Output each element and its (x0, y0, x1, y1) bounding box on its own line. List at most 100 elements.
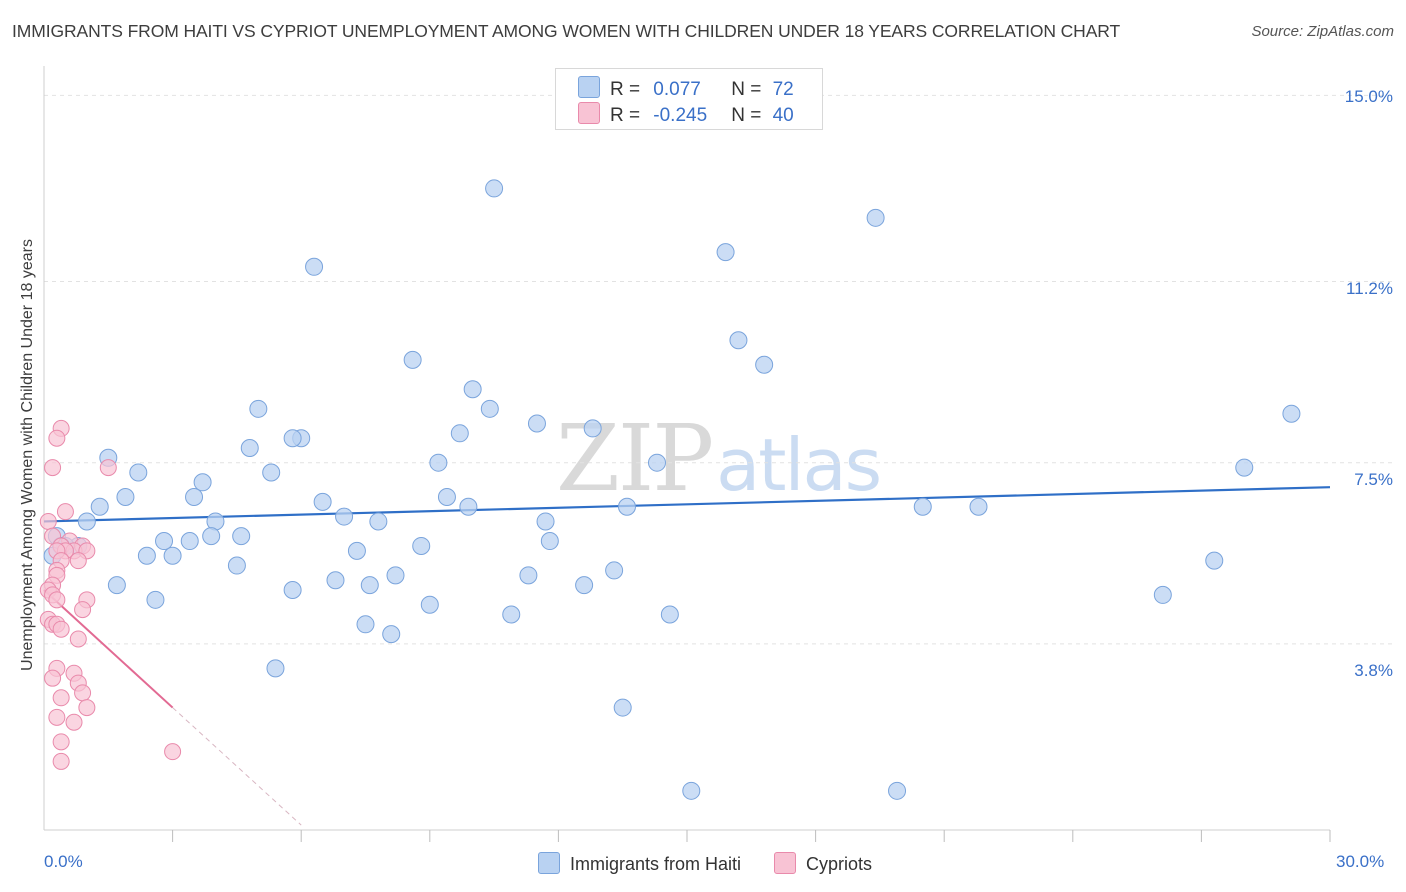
data-point-haiti (90, 497, 109, 516)
correlation-legend: R = 0.077 N = 72 R = -0.245 N = 40 (555, 68, 823, 130)
data-point-haiti (249, 399, 268, 418)
data-point-cypriots (52, 689, 70, 707)
data-point-haiti (137, 546, 156, 565)
data-point-haiti (866, 208, 885, 227)
data-point-haiti (356, 615, 375, 634)
data-point-cypriots (48, 708, 66, 726)
data-point-haiti (605, 561, 624, 580)
data-point-haiti (386, 566, 405, 585)
data-point-haiti (888, 781, 907, 800)
legend-r-value: -0.245 (653, 105, 708, 126)
trend-line-haiti (43, 486, 1331, 523)
data-point-haiti (716, 243, 735, 262)
data-point-cypriots (74, 684, 92, 702)
legend-swatch-pink (774, 852, 797, 874)
data-point-cypriots (44, 459, 62, 477)
y-tick-label: 11.2% (1346, 279, 1393, 298)
data-point-haiti (77, 512, 96, 531)
data-point-haiti (463, 380, 482, 399)
data-point-haiti (617, 497, 636, 516)
data-point-haiti (485, 179, 504, 198)
watermark-zip: ZIP (556, 405, 714, 512)
legend-n-value: 72 (772, 79, 794, 100)
data-point-cypriots (78, 699, 96, 717)
data-point-haiti (305, 257, 324, 276)
x-tick-label-max: 30.0% (1336, 852, 1385, 871)
y-tick-label: 7.5% (1354, 470, 1393, 489)
legend-n-value: 40 (772, 105, 794, 126)
data-point-haiti (536, 512, 555, 531)
data-point-haiti (369, 512, 388, 531)
data-point-haiti (180, 532, 199, 551)
data-point-haiti (647, 453, 666, 472)
data-point-haiti (437, 487, 456, 506)
data-point-haiti (969, 497, 988, 516)
legend-swatch-blue (538, 852, 560, 874)
data-point-haiti (502, 605, 521, 624)
data-point-cypriots (52, 620, 70, 638)
data-point-haiti (193, 473, 212, 492)
legend-r-value: 0.077 (653, 79, 701, 100)
y-tick-label: 3.8% (1354, 661, 1393, 680)
data-point-cypriots (48, 429, 66, 447)
data-point-haiti (1235, 458, 1254, 477)
data-point-cypriots (48, 591, 66, 609)
data-point-cypriots (56, 503, 74, 521)
data-point-haiti (107, 576, 126, 595)
data-point-haiti (682, 781, 701, 800)
data-point-haiti (185, 487, 204, 506)
data-point-haiti (313, 492, 332, 511)
data-point-haiti (202, 527, 221, 546)
legend-label-haiti: Immigrants from Haiti (570, 854, 742, 874)
data-point-haiti (459, 497, 478, 516)
data-point-cypriots (52, 733, 70, 751)
data-point-cypriots (44, 669, 62, 687)
legend-item-cypriots[interactable]: Cypriots (774, 852, 872, 875)
data-point-cypriots (74, 601, 92, 619)
trend-line-cypriots-extension (172, 707, 302, 826)
data-point-haiti (360, 576, 379, 595)
legend-row-cypriots: R = -0.245 N = 40 (578, 102, 794, 126)
legend-item-haiti[interactable]: Immigrants from Haiti (538, 852, 741, 875)
data-point-haiti (660, 605, 679, 624)
data-point-haiti (347, 541, 366, 560)
data-point-haiti (575, 576, 594, 595)
legend-swatch-blue (578, 76, 600, 98)
chart-title: IMMIGRANTS FROM HAITI VS CYPRIOT UNEMPLO… (12, 21, 1121, 41)
data-point-haiti (613, 698, 632, 717)
data-point-cypriots (65, 713, 83, 731)
data-point-haiti (129, 463, 148, 482)
data-point-cypriots (164, 743, 182, 761)
data-point-haiti (326, 571, 345, 590)
data-point-haiti (227, 556, 246, 575)
legend-r-label: R = (610, 79, 641, 100)
data-point-haiti (382, 625, 401, 644)
data-point-haiti (335, 507, 354, 526)
source-label[interactable]: Source: ZipAtlas.com (1251, 23, 1394, 40)
data-point-haiti (163, 546, 182, 565)
data-point-haiti (283, 581, 302, 600)
legend-n-label: N = (731, 105, 762, 126)
data-point-cypriots (69, 630, 87, 648)
data-point-haiti (450, 424, 469, 443)
data-point-haiti (583, 419, 602, 438)
data-point-haiti (1282, 404, 1301, 423)
data-point-haiti (403, 350, 422, 369)
data-point-haiti (412, 536, 431, 555)
data-point-haiti (1153, 585, 1172, 604)
legend-row-haiti: R = 0.077 N = 72 (578, 76, 794, 100)
data-point-haiti (262, 463, 281, 482)
data-point-cypriots (39, 512, 57, 530)
data-point-haiti (266, 659, 285, 678)
legend-label-cypriots: Cypriots (806, 854, 873, 874)
data-point-haiti (232, 527, 251, 546)
data-point-haiti (240, 439, 259, 457)
watermark: ZIPatlas (556, 405, 882, 512)
data-point-haiti (540, 532, 559, 551)
watermark-atlas: atlas (716, 423, 882, 507)
trend-line-cypriots (43, 589, 174, 709)
legend-n-label: N = (731, 79, 762, 100)
legend-r-label: R = (610, 105, 641, 126)
series-legend: Immigrants from Haiti Cypriots (538, 852, 900, 875)
